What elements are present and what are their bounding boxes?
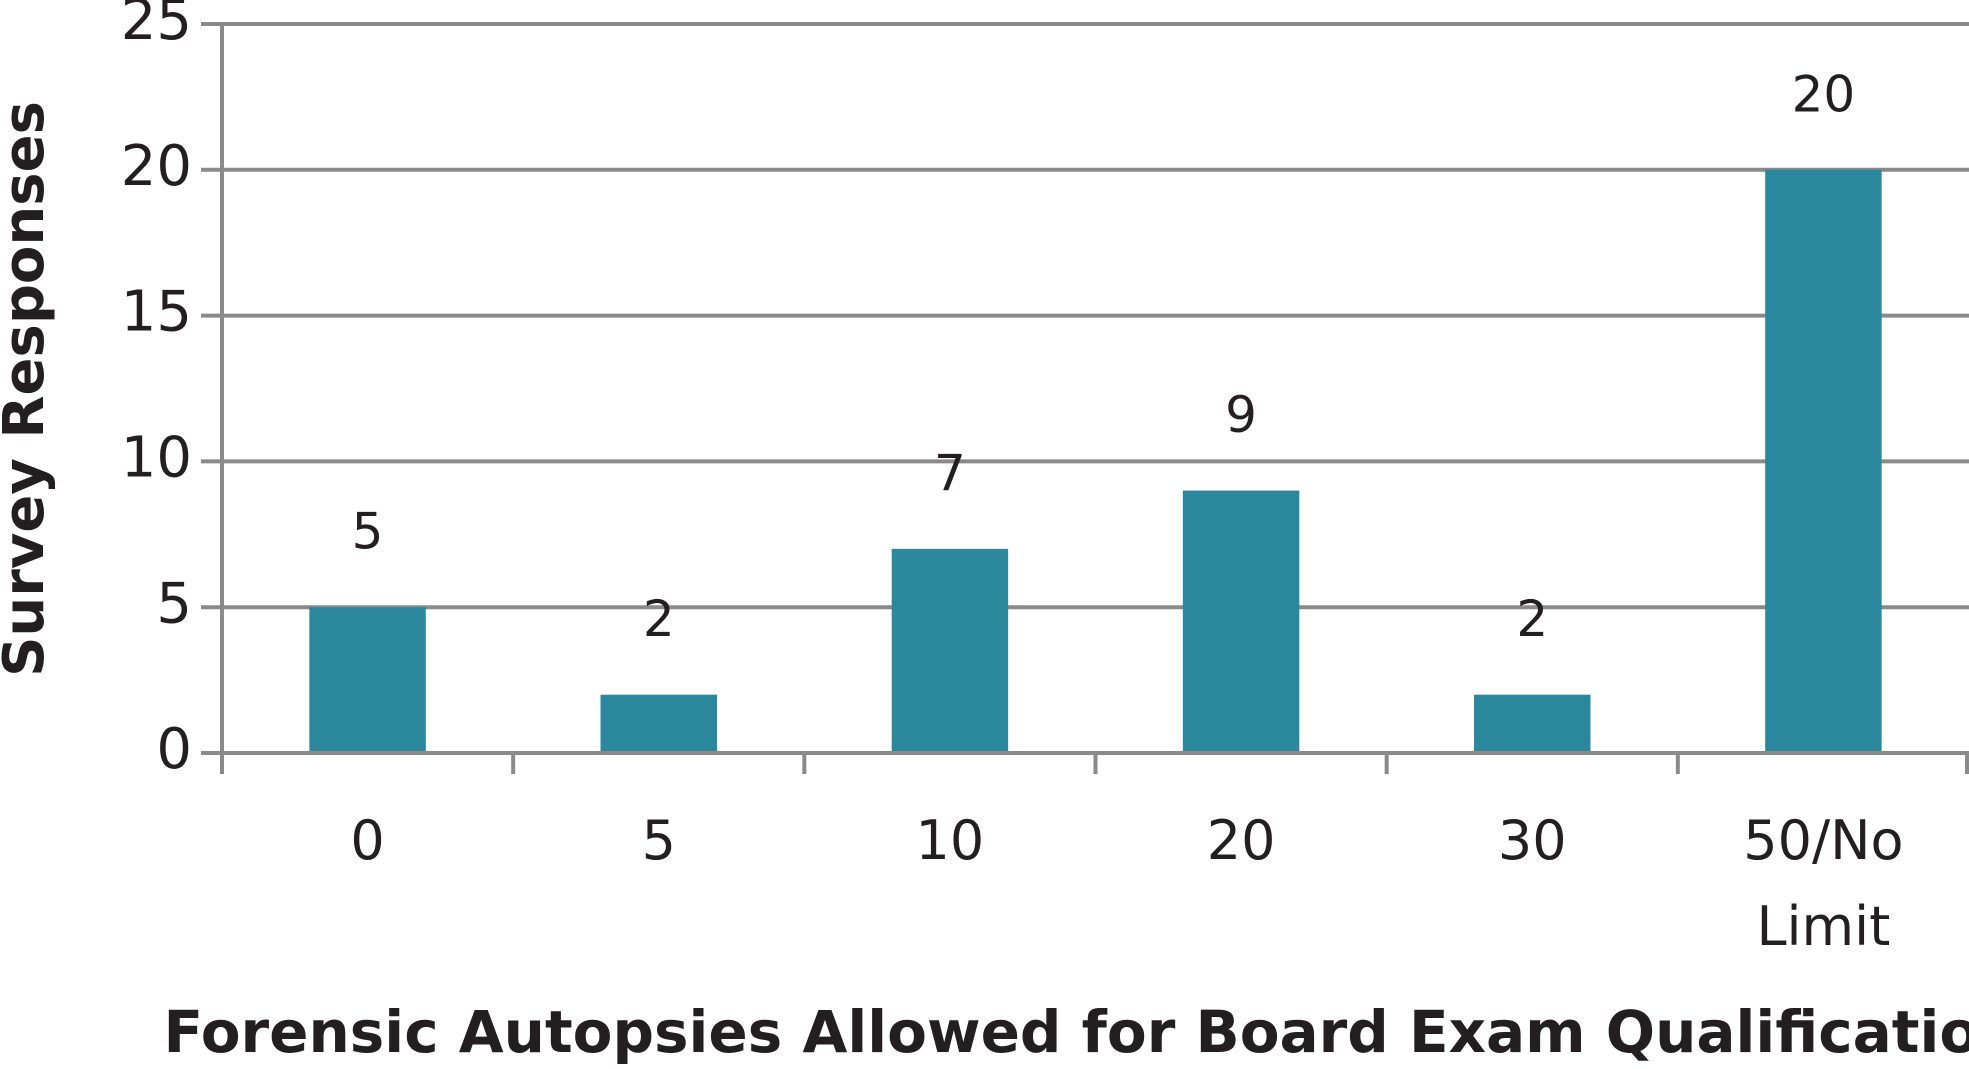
y-tick-label: 5 (156, 571, 192, 636)
x-tick-label: 20 (1206, 809, 1276, 872)
x-tick-label: 30 (1497, 809, 1567, 872)
data-label: 2 (1516, 590, 1548, 648)
data-label: 20 (1792, 65, 1856, 123)
y-axis-title: Survey Responses (0, 101, 57, 677)
y-tick-label: 25 (121, 0, 192, 53)
data-label: 9 (1225, 386, 1257, 444)
bar (600, 694, 717, 753)
bar (1474, 694, 1591, 753)
data-label: 5 (352, 503, 384, 561)
x-tick-label: 10 (915, 809, 985, 872)
y-tick-label: 0 (156, 717, 192, 782)
bar (891, 548, 1009, 753)
data-label: 7 (934, 444, 966, 502)
y-tick-label: 20 (121, 134, 192, 199)
x-axis-title: Forensic Autopsies Allowed for Board Exa… (163, 998, 1969, 1066)
x-tick-label: 5 (641, 809, 676, 872)
data-label: 2 (643, 590, 675, 648)
y-tick-label: 15 (121, 280, 192, 345)
bar (1182, 490, 1300, 753)
y-tick-label: 10 (121, 426, 192, 491)
bar (309, 607, 426, 753)
x-tick-label: 50/No Limit (1743, 809, 1904, 958)
bar (1765, 169, 1882, 754)
x-tick-label: 0 (350, 809, 385, 872)
